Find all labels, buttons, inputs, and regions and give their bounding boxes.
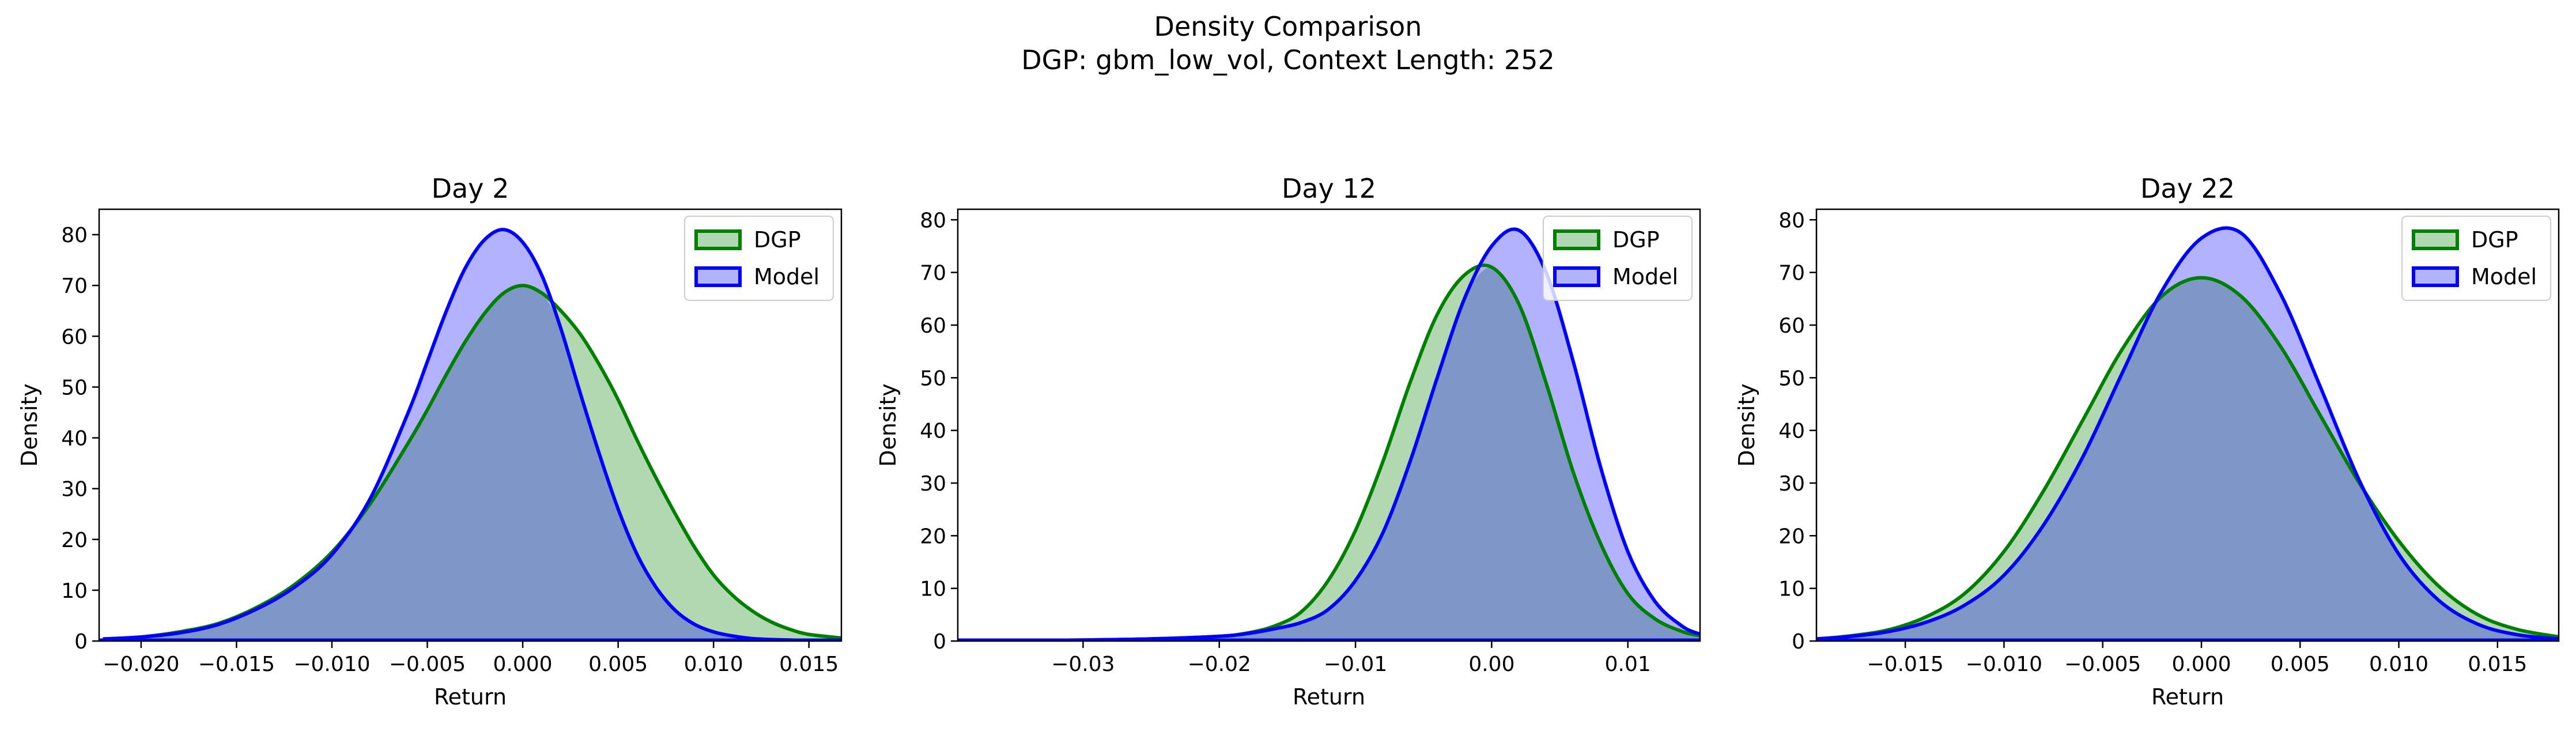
axes-frame: [957, 208, 1701, 642]
subplot-title: Day 12: [1282, 173, 1376, 204]
x-tick-label: 0.010: [2369, 653, 2428, 676]
x-tick-label: −0.010: [1966, 653, 2042, 676]
y-tick-label: 70: [1778, 262, 1805, 285]
y-tick-label: 30: [61, 478, 88, 502]
model-density-line: [103, 228, 841, 641]
plot-area: [958, 227, 1700, 641]
x-tick-label: −0.015: [1867, 653, 1944, 676]
y-axis-label: Density: [875, 383, 901, 466]
y-tick-label: 50: [920, 367, 946, 390]
dgp-density-legend-swatch: [694, 229, 742, 250]
subplot-day-panel: −0.015 −0.010 −0.005 0.000 0.005 0.010 0.015 0 1…: [1734, 173, 2560, 710]
y-tick-label: 70: [61, 274, 88, 298]
y-tick-label: 20: [61, 529, 88, 552]
x-tick-label: −0.015: [198, 653, 275, 676]
x-tick-label: 0.005: [588, 653, 648, 676]
x-tick-label: 0.000: [2171, 653, 2231, 676]
axes-frame: [98, 208, 843, 642]
x-tick-label: −0.01: [1324, 653, 1387, 676]
x-tick-label: 0.010: [684, 653, 743, 676]
legend-label: Model: [1612, 264, 1678, 289]
x-tick-label: 0.00: [1468, 653, 1514, 676]
model-density-legend-swatch: [2412, 266, 2459, 287]
axes-frame: [1815, 208, 2560, 642]
x-tick-label: 0.000: [493, 653, 553, 676]
x-tick-label: −0.005: [389, 653, 466, 676]
legend: DGP Model: [2401, 216, 2551, 301]
y-tick-label: 30: [1778, 472, 1805, 496]
legend-label: DGP: [1612, 227, 1660, 252]
model-density-line: [960, 227, 1700, 641]
y-tick-label: 40: [61, 427, 88, 451]
y-tick-label: 20: [920, 525, 946, 548]
x-tick-label: −0.020: [103, 653, 179, 676]
x-tick-label: 0.015: [2468, 653, 2527, 676]
legend-label: DGP: [2471, 227, 2518, 252]
dgp-density-line: [1816, 276, 2559, 641]
plot-area: [99, 228, 841, 641]
plot-area: [1816, 226, 2559, 641]
y-tick-label: 50: [61, 376, 88, 399]
subplot-title: Day 2: [432, 173, 509, 204]
y-tick-label: 40: [1778, 420, 1805, 443]
overlap-area: [103, 285, 841, 641]
legend-label: Model: [2471, 264, 2537, 289]
x-tick-label: 0.005: [2271, 653, 2330, 676]
y-tick-label: 0: [1792, 630, 1805, 654]
figure-title: Density Comparison: [1154, 11, 1422, 42]
y-axis-label: Density: [1734, 383, 1759, 466]
x-tick-label: 0.015: [779, 653, 838, 676]
x-tick-label: 0.01: [1605, 653, 1651, 676]
y-tick-label: 30: [920, 472, 946, 496]
y-tick-label: 80: [1778, 209, 1805, 232]
x-axis-label: Return: [434, 684, 507, 710]
subplot-title: Day 22: [2140, 173, 2235, 204]
y-tick-label: 60: [1778, 314, 1805, 338]
y-tick-label: 40: [920, 420, 946, 443]
dgp-density-line: [103, 284, 841, 641]
legend: DGP Model: [1543, 216, 1693, 301]
subplot-grid: −0.020 −0.015 −0.010 −0.005 0.000 0.005 0.010 0…: [17, 173, 2560, 710]
dgp-density-legend-swatch: [2412, 229, 2459, 250]
model-density-legend-swatch: [694, 266, 742, 287]
model-density-line: [1816, 226, 2559, 641]
legend-label: DGP: [754, 227, 801, 252]
overlap-area: [960, 267, 1700, 641]
x-axis-label: Return: [1293, 684, 1365, 710]
y-tick-label: 20: [1778, 525, 1805, 548]
y-tick-label: 10: [920, 578, 946, 601]
y-tick-label: 60: [61, 325, 88, 349]
model-density-legend-swatch: [1553, 266, 1600, 287]
y-tick-label: 80: [61, 224, 88, 247]
y-tick-label: 80: [920, 209, 946, 232]
y-axis-label: Density: [17, 383, 42, 466]
x-axis-label: Return: [2151, 684, 2224, 710]
y-tick-label: 70: [920, 262, 946, 285]
figure-subtitle: DGP: gbm_low_vol, Context Length: 252: [1021, 44, 1554, 76]
dgp-density-legend-swatch: [1553, 229, 1600, 250]
x-tick-label: −0.005: [2064, 653, 2141, 676]
legend-label: Model: [754, 264, 819, 289]
y-tick-label: 10: [61, 579, 88, 603]
subplot-day-panel: −0.03 −0.02 −0.01 0.00 0.01 0 10 20 30 40 50 60 70 80…: [875, 173, 1701, 710]
y-tick-label: 10: [1778, 578, 1805, 601]
subplot-day-panel: −0.020 −0.015 −0.010 −0.005 0.000 0.005 0.010 0…: [17, 173, 843, 710]
legend: DGP Model: [684, 216, 834, 301]
overlap-area: [1816, 277, 2559, 641]
y-tick-label: 0: [933, 630, 946, 654]
x-tick-label: −0.010: [293, 653, 370, 676]
y-tick-label: 60: [920, 314, 946, 338]
y-tick-label: 50: [1778, 367, 1805, 390]
y-tick-label: 0: [74, 630, 88, 654]
x-tick-label: −0.02: [1188, 653, 1251, 676]
x-tick-label: −0.03: [1051, 653, 1115, 676]
